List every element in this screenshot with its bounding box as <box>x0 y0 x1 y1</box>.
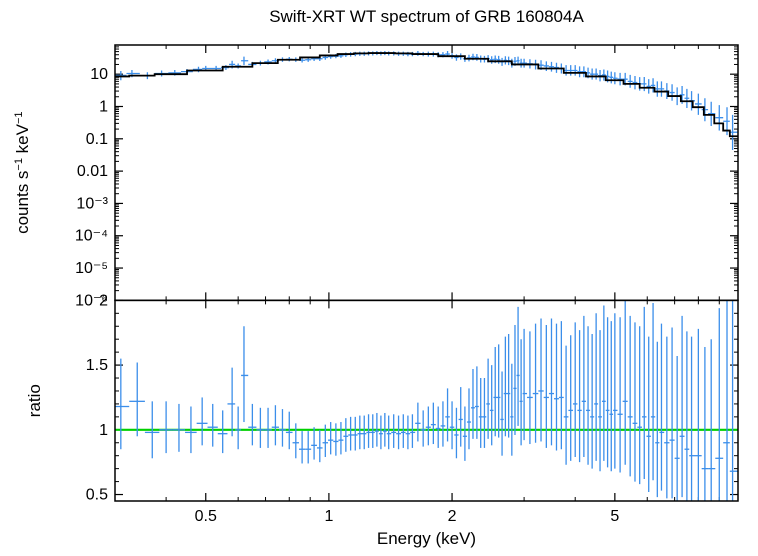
svg-text:0.01: 0.01 <box>77 163 108 180</box>
svg-text:1: 1 <box>324 508 333 525</box>
svg-text:10⁻⁵: 10⁻⁵ <box>75 260 108 277</box>
svg-text:0.5: 0.5 <box>86 487 108 504</box>
svg-text:10: 10 <box>90 66 108 83</box>
svg-text:1: 1 <box>99 98 108 115</box>
svg-text:5: 5 <box>610 508 619 525</box>
svg-text:1.5: 1.5 <box>86 357 108 374</box>
svg-text:ratio: ratio <box>25 384 44 417</box>
svg-text:Swift-XRT WT spectrum of GRB 1: Swift-XRT WT spectrum of GRB 160804A <box>269 7 584 26</box>
svg-text:Energy (keV): Energy (keV) <box>377 529 476 548</box>
svg-text:2: 2 <box>99 292 108 309</box>
svg-text:2: 2 <box>448 508 457 525</box>
svg-text:0.1: 0.1 <box>86 131 108 148</box>
chart-container: Swift-XRT WT spectrum of GRB 160804A coun… <box>0 0 758 556</box>
svg-text:10⁻³: 10⁻³ <box>76 195 108 212</box>
spectrum-chart: Swift-XRT WT spectrum of GRB 160804A coun… <box>0 0 758 556</box>
svg-text:1: 1 <box>99 422 108 439</box>
svg-text:0.5: 0.5 <box>195 508 217 525</box>
svg-text:10⁻⁴: 10⁻⁴ <box>75 228 108 245</box>
svg-text:counts s−1 keV−1: counts s−1 keV−1 <box>13 111 32 233</box>
